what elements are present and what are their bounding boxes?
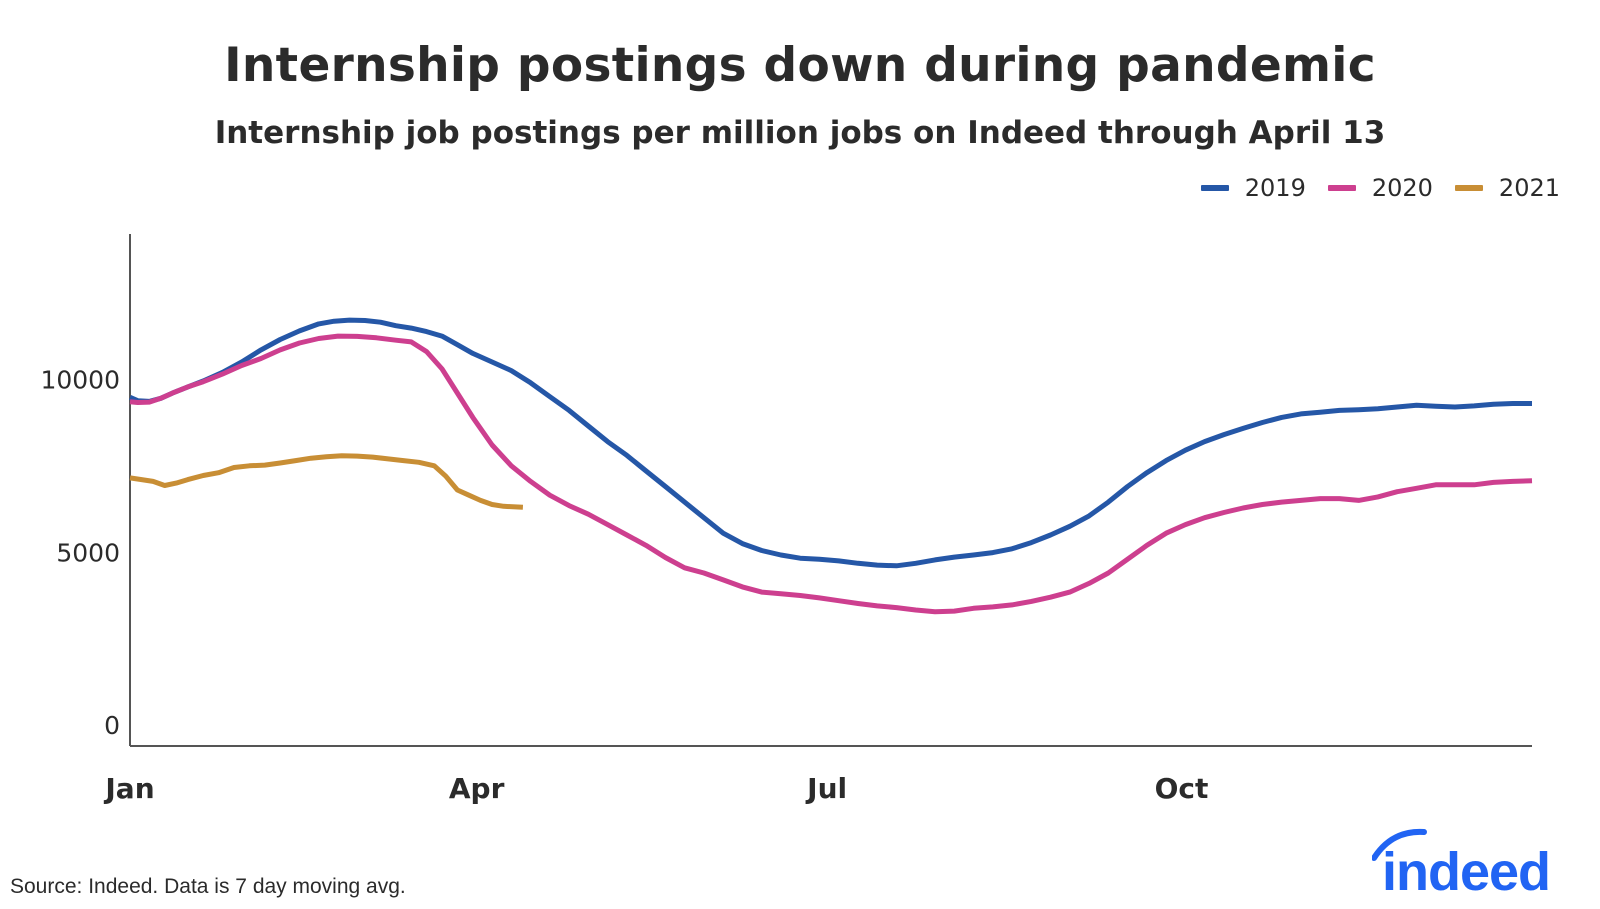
legend-item-2020: 2020 — [1327, 174, 1433, 202]
legend-item-2019: 2019 — [1200, 174, 1306, 202]
chart-title: Internship postings down during pandemic — [224, 38, 1376, 93]
series-line-2020 — [129, 333, 1533, 615]
x-tick-label: Apr — [449, 772, 505, 805]
x-tick-label: Jul — [805, 772, 847, 805]
legend-swatch-2020 — [1327, 185, 1356, 191]
y-tick-label: 5000 — [56, 538, 120, 567]
legend-swatch-2021 — [1454, 185, 1483, 191]
y-tick-label: 0 — [104, 711, 120, 740]
indeed-logo: indeed — [1372, 828, 1551, 898]
legend-item-2021: 2021 — [1454, 174, 1560, 202]
legend-label-2019: 2019 — [1244, 174, 1306, 202]
x-tick-label: Jan — [103, 772, 154, 805]
source-note: Source: Indeed. Data is 7 day moving avg… — [10, 875, 406, 898]
series-line-2021 — [129, 453, 524, 510]
legend: 2019 2020 2021 — [1200, 174, 1560, 202]
y-tick-label: 10000 — [40, 365, 120, 394]
x-tick-label: Oct — [1155, 772, 1209, 805]
series-line-2019 — [128, 317, 1532, 569]
svg-text:indeed: indeed — [1382, 842, 1550, 898]
legend-label-2021: 2021 — [1498, 174, 1560, 202]
legend-swatch-2019 — [1200, 185, 1229, 191]
legend-label-2020: 2020 — [1371, 174, 1433, 202]
chart-subtitle: Internship job postings per million jobs… — [214, 115, 1386, 151]
